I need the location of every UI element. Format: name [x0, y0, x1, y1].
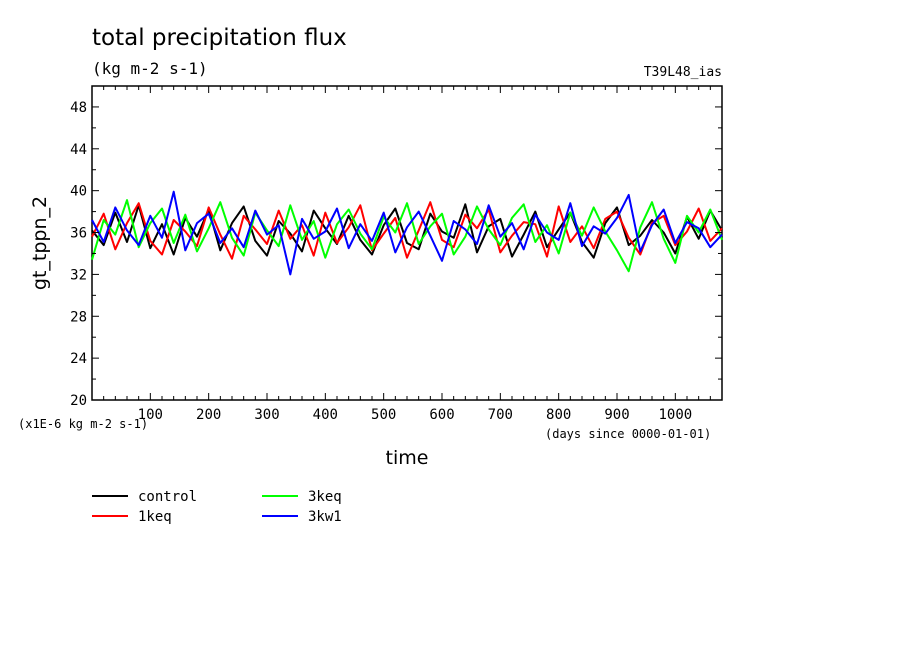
- y-tick-label: 36: [70, 226, 87, 242]
- series-layer: [91, 190, 723, 276]
- x-tick-label: 400: [313, 407, 338, 423]
- series-line-control: [91, 203, 723, 259]
- chart-title: total precipitation flux: [92, 25, 347, 51]
- legend-label-control: control: [138, 489, 197, 505]
- x-tick-label: 500: [371, 407, 396, 423]
- legend-label-1keq: 1keq: [138, 509, 172, 525]
- x-tick-label: 600: [429, 407, 454, 423]
- series-line-3kw1: [91, 190, 723, 276]
- y-axis-label: gt_tppn_2: [29, 196, 51, 290]
- y-tick-label: 40: [70, 184, 87, 200]
- legend-label-3kw1: 3kw1: [308, 509, 342, 525]
- y-tick-label: 20: [70, 393, 87, 409]
- x-tick-label: 800: [546, 407, 571, 423]
- legend: control 1keq 3keq 3kw1: [92, 489, 342, 525]
- y-tick-label: 48: [70, 100, 87, 116]
- x-axis-label: time: [386, 447, 429, 469]
- model-label: T39L48_ias: [644, 65, 722, 80]
- x-units-note: (days since 0000-01-01): [545, 427, 711, 441]
- x-tick-label: 200: [196, 407, 221, 423]
- x-tick-label: 700: [488, 407, 513, 423]
- y-tick-label: 32: [70, 267, 87, 283]
- series-line-1keq: [91, 201, 723, 260]
- x-tick-label: 100: [138, 407, 163, 423]
- y-tick-label: 44: [70, 142, 87, 158]
- x-tick-label: 1000: [658, 407, 692, 423]
- y-tick-label: 28: [70, 309, 87, 325]
- x-tick-label: 300: [254, 407, 279, 423]
- chart-units: (kg m-2 s-1): [92, 59, 208, 78]
- series-line-3keq: [91, 199, 723, 273]
- y-tick-label: 24: [70, 351, 87, 367]
- x-tick-label: 900: [604, 407, 629, 423]
- legend-label-3keq: 3keq: [308, 489, 342, 505]
- ticks-layer: 20 24 28 32 36 40 44 48 100 200 300 400 500 600 700 800…: [70, 85, 722, 423]
- y-scale-note: (x1E-6 kg m-2 s-1): [18, 417, 148, 431]
